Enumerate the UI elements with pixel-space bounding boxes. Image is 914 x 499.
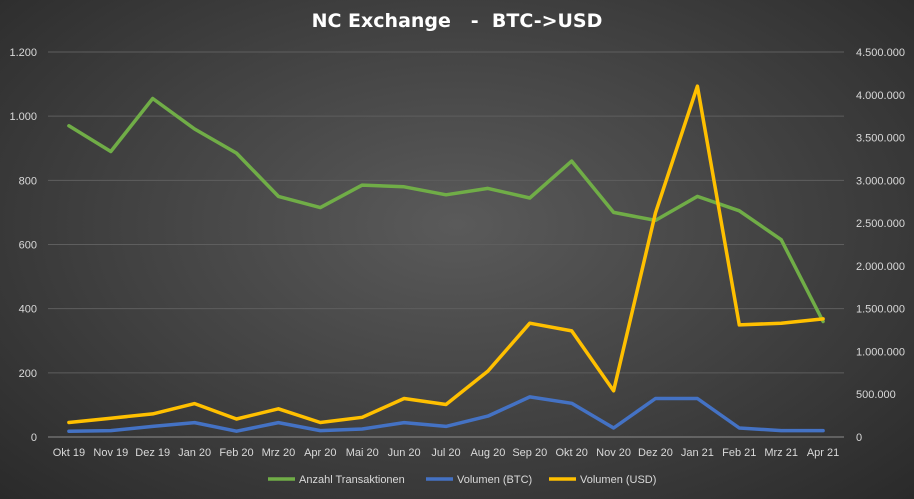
y-left-tick-label: 400 <box>19 304 37 316</box>
y-left-tick-label: 1.000 <box>9 111 37 123</box>
y-right-tick-label: 1.000.000 <box>856 346 905 358</box>
series-line-volumen-usd <box>67 84 825 425</box>
chart-title: NC Exchange - BTC->USD <box>311 10 603 32</box>
x-tick-label: Feb 21 <box>722 447 756 459</box>
y-right-tick-label: 3.000.000 <box>856 175 905 187</box>
x-tick-label: Mai 20 <box>346 447 379 459</box>
x-tick-label: Aug 20 <box>470 447 505 459</box>
x-tick-label: Mrz 21 <box>764 447 798 459</box>
y-right-tick-label: 1.500.000 <box>856 304 905 316</box>
legend-label: Volumen (BTC) <box>457 474 532 486</box>
x-tick-label: Jan 21 <box>681 447 714 459</box>
y-left-tick-label: 600 <box>19 240 37 252</box>
y-right-tick-label: 4.500.000 <box>856 47 905 59</box>
y-right-tick-label: 2.000.000 <box>856 261 905 273</box>
y-right-tick-label: 3.500.000 <box>856 133 905 145</box>
x-tick-label: Okt 19 <box>53 447 85 459</box>
x-tick-label: Sep 20 <box>512 447 547 459</box>
y-left-tick-label: 800 <box>19 175 37 187</box>
y-right-tick-label: 2.500.000 <box>856 218 905 230</box>
y-left-tick-label: 200 <box>19 368 37 380</box>
y-right-tick-label: 0 <box>856 432 862 444</box>
x-tick-label: Okt 20 <box>555 447 587 459</box>
legend-label: Anzahl Transaktionen <box>299 474 405 486</box>
y-left-tick-label: 0 <box>31 432 37 444</box>
y-right-tick-label: 500.000 <box>856 389 896 401</box>
x-tick-label: Nov 20 <box>596 447 631 459</box>
x-tick-label: Jan 20 <box>178 447 211 459</box>
x-tick-label: Dez 19 <box>135 447 170 459</box>
y-left-tick-label: 1.200 <box>9 47 37 59</box>
x-tick-label: Dez 20 <box>638 447 673 459</box>
x-tick-label: Nov 19 <box>93 447 128 459</box>
x-tick-label: Mrz 20 <box>262 447 296 459</box>
x-tick-label: Jun 20 <box>388 447 421 459</box>
legend-label: Volumen (USD) <box>580 474 656 486</box>
x-tick-label: Apr 20 <box>304 447 336 459</box>
x-tick-label: Jul 20 <box>431 447 460 459</box>
series-line-anzahl-transaktionen <box>67 96 825 324</box>
y-right-tick-label: 4.000.000 <box>856 90 905 102</box>
x-tick-label: Apr 21 <box>807 447 839 459</box>
series-line-volumen-btc <box>67 395 825 433</box>
x-tick-label: Feb 20 <box>219 447 253 459</box>
